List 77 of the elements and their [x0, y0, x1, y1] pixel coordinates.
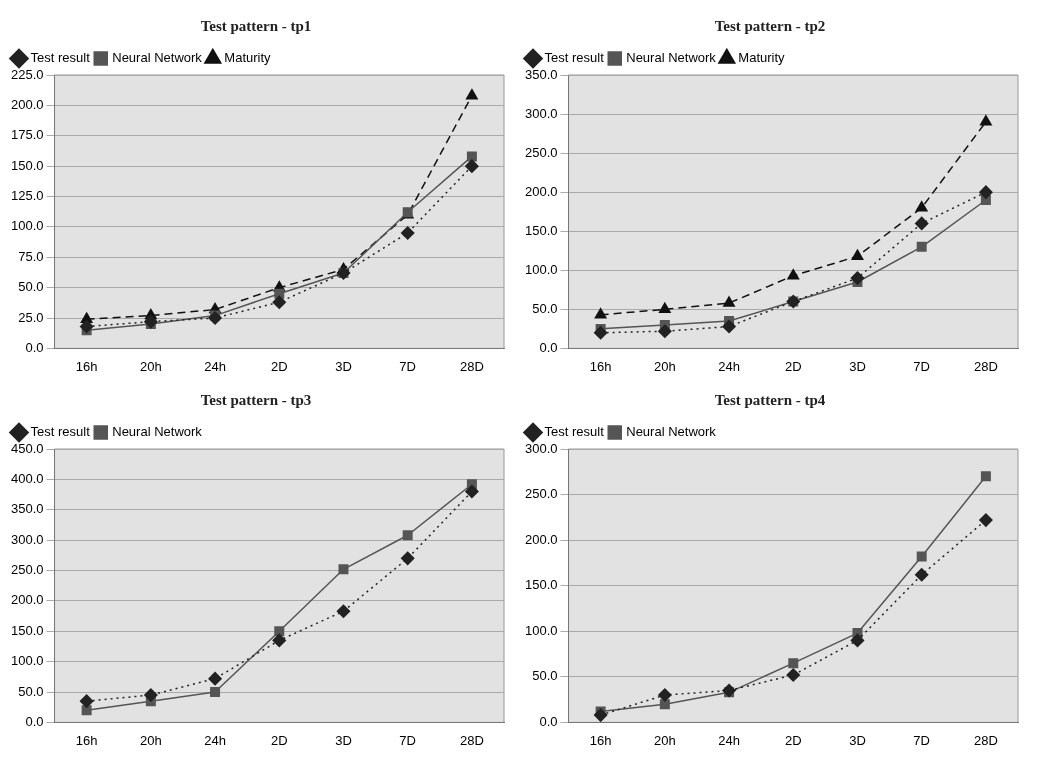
- chart-title: Test pattern - tp3: [200, 391, 312, 408]
- y-tick-label: 25.0: [18, 309, 44, 325]
- x-tick-label: 28D: [973, 358, 998, 374]
- x-tick-label: 24h: [718, 732, 740, 748]
- x-tick-label: 2D: [784, 358, 802, 374]
- y-tick-label: 300.0: [524, 440, 558, 456]
- y-tick-label: 100.0: [524, 622, 558, 638]
- y-tick-label: 150.0: [10, 157, 44, 173]
- y-tick-label: 175.0: [10, 127, 44, 143]
- x-tick-label: 3D: [849, 732, 866, 748]
- y-tick-label: 100.0: [524, 261, 558, 277]
- y-tick-label: 0.0: [25, 713, 44, 729]
- y-tick-label: 150.0: [524, 577, 558, 593]
- x-tick-label: 16h: [589, 358, 612, 374]
- legend-label: Neural Network: [626, 50, 717, 66]
- legend-label: Maturity: [224, 50, 272, 66]
- x-tick-label: 2D: [784, 732, 802, 748]
- legend-label: Test result: [544, 50, 605, 66]
- y-tick-label: 50.0: [532, 668, 558, 684]
- y-tick-label: 250.0: [524, 144, 558, 160]
- x-tick-label: 20h: [139, 732, 162, 748]
- y-tick-label: 100.0: [10, 218, 44, 234]
- y-tick-label: 125.0: [10, 188, 44, 204]
- y-tick-label: 200.0: [10, 592, 44, 608]
- x-tick-label: 20h: [139, 358, 162, 374]
- x-tick-label: 28D: [459, 732, 484, 748]
- y-tick-label: 200.0: [524, 531, 558, 547]
- x-tick-label: 3D: [335, 358, 352, 374]
- y-tick-label: 300.0: [10, 531, 44, 547]
- y-tick-label: 250.0: [524, 486, 558, 502]
- x-tick-label: 24h: [204, 732, 226, 748]
- x-tick-label: 24h: [718, 358, 740, 374]
- x-tick-label: 28D: [459, 358, 484, 374]
- x-tick-label: 16h: [75, 358, 98, 374]
- x-tick-label: 7D: [399, 732, 416, 748]
- legend-label: Test result: [544, 424, 605, 440]
- y-tick-label: 300.0: [524, 105, 558, 121]
- y-tick-label: 150.0: [10, 622, 44, 638]
- x-tick-label: 16h: [75, 732, 98, 748]
- y-tick-label: 50.0: [532, 300, 558, 316]
- y-tick-label: 75.0: [18, 248, 44, 264]
- y-tick-label: 200.0: [524, 183, 558, 199]
- x-tick-label: 24h: [204, 358, 226, 374]
- chart-title: Test pattern - tp4: [714, 391, 826, 408]
- x-tick-label: 28D: [973, 732, 998, 748]
- y-tick-label: 250.0: [10, 562, 44, 578]
- legend-label: Neural Network: [112, 424, 203, 440]
- x-tick-label: 3D: [849, 358, 866, 374]
- y-tick-label: 0.0: [539, 713, 558, 729]
- y-tick-label: 0.0: [539, 339, 558, 355]
- legend-label: Maturity: [738, 50, 786, 66]
- chart-title: Test pattern - tp2: [714, 17, 826, 34]
- x-tick-label: 20h: [653, 732, 676, 748]
- x-tick-label: 3D: [335, 732, 352, 748]
- x-tick-label: 7D: [913, 732, 930, 748]
- chart-title: Test pattern - tp1: [200, 17, 312, 34]
- legend-label: Test result: [30, 50, 91, 66]
- x-tick-label: 7D: [399, 358, 416, 374]
- legend-label: Neural Network: [112, 50, 203, 66]
- legend-label: Neural Network: [626, 424, 717, 440]
- y-tick-label: 450.0: [10, 440, 44, 456]
- x-tick-label: 2D: [270, 358, 288, 374]
- y-tick-label: 0.0: [25, 339, 44, 355]
- x-tick-label: 20h: [653, 358, 676, 374]
- y-tick-label: 200.0: [10, 96, 44, 112]
- y-tick-label: 50.0: [18, 683, 44, 699]
- y-tick-label: 50.0: [18, 279, 44, 295]
- y-tick-label: 350.0: [524, 66, 558, 82]
- y-tick-label: 350.0: [10, 501, 44, 517]
- x-tick-label: 2D: [270, 732, 288, 748]
- y-tick-label: 100.0: [10, 653, 44, 669]
- y-tick-label: 225.0: [10, 66, 44, 82]
- x-tick-label: 7D: [913, 358, 930, 374]
- y-tick-label: 400.0: [10, 470, 44, 486]
- x-tick-label: 16h: [589, 732, 612, 748]
- y-tick-label: 150.0: [524, 222, 558, 238]
- legend-label: Test result: [30, 424, 91, 440]
